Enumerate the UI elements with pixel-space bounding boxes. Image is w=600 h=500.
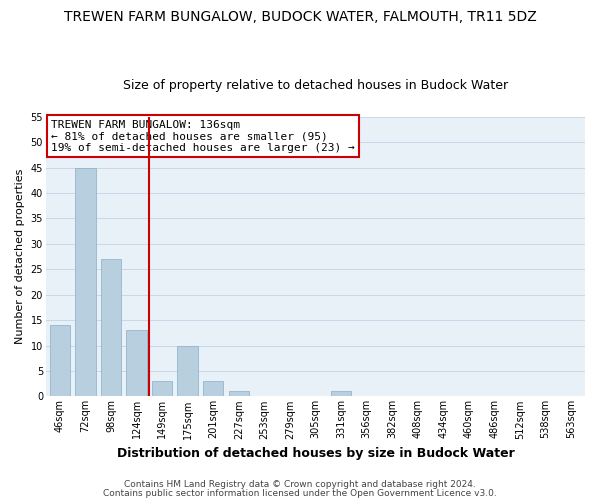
- Y-axis label: Number of detached properties: Number of detached properties: [15, 169, 25, 344]
- Text: TREWEN FARM BUNGALOW, BUDOCK WATER, FALMOUTH, TR11 5DZ: TREWEN FARM BUNGALOW, BUDOCK WATER, FALM…: [64, 10, 536, 24]
- Bar: [50, 325, 70, 396]
- Text: TREWEN FARM BUNGALOW: 136sqm
← 81% of detached houses are smaller (95)
19% of se: TREWEN FARM BUNGALOW: 136sqm ← 81% of de…: [51, 120, 355, 153]
- Bar: [75, 168, 95, 396]
- Bar: [127, 330, 147, 396]
- Bar: [152, 381, 172, 396]
- Text: Contains HM Land Registry data © Crown copyright and database right 2024.: Contains HM Land Registry data © Crown c…: [124, 480, 476, 489]
- Bar: [331, 392, 351, 396]
- X-axis label: Distribution of detached houses by size in Budock Water: Distribution of detached houses by size …: [116, 447, 514, 460]
- Bar: [229, 392, 249, 396]
- Bar: [178, 346, 198, 397]
- Bar: [101, 259, 121, 396]
- Bar: [203, 381, 223, 396]
- Title: Size of property relative to detached houses in Budock Water: Size of property relative to detached ho…: [123, 79, 508, 92]
- Text: Contains public sector information licensed under the Open Government Licence v3: Contains public sector information licen…: [103, 488, 497, 498]
